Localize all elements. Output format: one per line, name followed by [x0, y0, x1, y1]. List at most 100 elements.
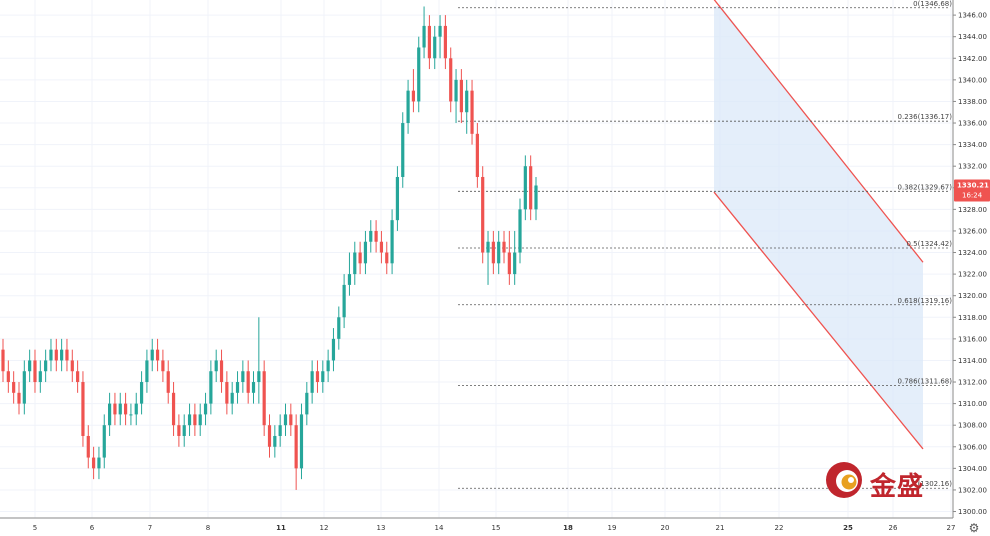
- candle-body: [44, 360, 48, 372]
- candle-body: [449, 58, 453, 102]
- candle-body: [22, 371, 26, 404]
- candle: [406, 79, 410, 134]
- candle: [465, 79, 469, 134]
- candle-body: [486, 241, 490, 253]
- candle-body: [214, 360, 218, 372]
- price-tick-label: 1300.00: [958, 508, 987, 516]
- time-tick-label: 25: [843, 524, 853, 532]
- candle: [278, 414, 282, 447]
- candle-body: [358, 252, 362, 264]
- time-tick-label: 5: [33, 524, 37, 532]
- candle: [97, 446, 101, 480]
- time-tick-label: 19: [608, 524, 617, 532]
- price-tick-label: 1316.00: [958, 335, 987, 343]
- candle-body: [225, 382, 229, 404]
- candle: [331, 328, 336, 372]
- candle-body: [113, 403, 117, 415]
- price-axis[interactable]: 1300.00 1302.00 1304.00 1306.00 1308.00 1310.…: [952, 0, 987, 518]
- candle: [267, 414, 272, 458]
- candle-body: [379, 241, 384, 253]
- candle: [518, 198, 522, 264]
- candle-body: [497, 241, 501, 264]
- price-tick-label: 1324.00: [958, 249, 987, 257]
- time-axis[interactable]: 5 6 7 8 11 12 13 14 15 18 19 20 21 22 25 26 27: [0, 517, 956, 532]
- candle: [470, 79, 474, 145]
- candle: [70, 349, 74, 383]
- candle: [305, 382, 309, 426]
- candle-body: [337, 317, 341, 339]
- time-tick-label: 26: [889, 524, 898, 532]
- candle: [358, 241, 362, 275]
- candle-body: [166, 371, 170, 393]
- candle: [118, 392, 122, 426]
- candle-body: [491, 241, 495, 264]
- time-tick-label: 20: [661, 524, 670, 532]
- candle: [534, 176, 538, 221]
- candle: [155, 338, 160, 372]
- price-tick-label: 1304.00: [958, 465, 987, 473]
- candle: [337, 306, 341, 350]
- candle-body: [385, 252, 389, 264]
- fibonacci-levels: 0(1346.68) 0.236(1336.17) 0.382(1329.67) 0.…: [458, 0, 953, 489]
- price-tick-label: 1336.00: [958, 120, 987, 128]
- candle-body: [326, 360, 330, 372]
- channel-lower-line: [713, 191, 924, 450]
- gear-icon[interactable]: ⚙: [968, 521, 980, 535]
- candle: [246, 360, 250, 404]
- candle: [449, 47, 453, 113]
- price-tick-label: 1322.00: [958, 271, 987, 279]
- candle: [6, 360, 10, 393]
- candle: [427, 15, 431, 70]
- candle: [139, 371, 144, 415]
- candle-body: [406, 90, 410, 124]
- candle-body: [193, 414, 197, 426]
- candle: [225, 371, 229, 415]
- candle: [65, 338, 69, 372]
- candle-body: [155, 349, 160, 361]
- candle-body: [235, 382, 240, 393]
- candle-body: [187, 414, 192, 426]
- candle-body: [267, 425, 272, 447]
- candle: [486, 230, 490, 285]
- last-price-label: 1330.21: [957, 182, 989, 190]
- candle: [28, 349, 32, 383]
- candle-body: [513, 252, 517, 275]
- candlestick-series: [1, 6, 538, 490]
- candle: [475, 123, 479, 188]
- candle: [214, 349, 218, 383]
- candle: [262, 360, 266, 436]
- candle-body: [321, 371, 325, 383]
- candle-body: [139, 382, 144, 404]
- candle: [411, 69, 416, 113]
- price-tick-label: 1342.00: [958, 55, 987, 63]
- candle: [459, 69, 463, 124]
- candle-body: [422, 25, 426, 48]
- candle-body: [475, 133, 479, 177]
- candle-body: [150, 349, 154, 361]
- price-tick-label: 1338.00: [958, 98, 987, 106]
- time-tick-label: 27: [947, 524, 956, 532]
- fib-level-label: 0.786(1311.68): [898, 377, 953, 385]
- time-tick-label: 15: [492, 524, 501, 532]
- candle-body: [529, 166, 533, 210]
- candle: [182, 414, 186, 447]
- time-tick-label: 11: [276, 524, 286, 532]
- candle-body: [470, 90, 474, 134]
- candle: [230, 382, 234, 415]
- candle-body: [219, 360, 224, 383]
- candle: [390, 209, 394, 275]
- candle: [241, 360, 245, 393]
- candle: [219, 349, 224, 393]
- candle-body: [108, 403, 112, 426]
- price-tick-label: 1302.00: [958, 486, 987, 494]
- candle: [102, 414, 106, 469]
- candle: [54, 338, 58, 372]
- candle: [134, 392, 138, 426]
- candle: [363, 230, 368, 275]
- candle: [203, 392, 208, 426]
- candle-body: [102, 425, 106, 458]
- candle-body: [28, 360, 32, 372]
- candle-body: [97, 457, 101, 469]
